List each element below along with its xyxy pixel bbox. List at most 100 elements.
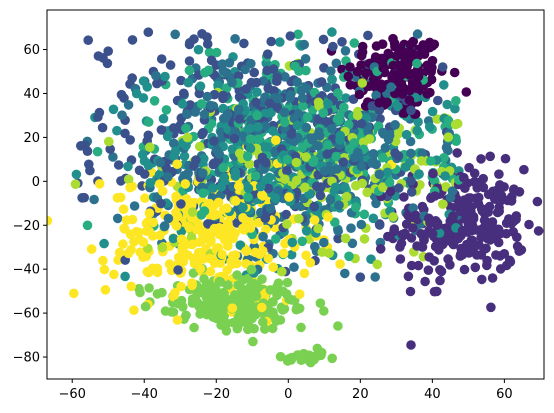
- scatter-point: [230, 34, 240, 44]
- scatter-point: [268, 126, 278, 136]
- scatter-point: [482, 255, 492, 266]
- scatter-point: [103, 46, 113, 56]
- scatter-point: [173, 252, 184, 263]
- scatter-point: [377, 39, 388, 49]
- scatter-point: [396, 238, 407, 249]
- scatter-point: [364, 134, 375, 144]
- scatter-point: [315, 131, 325, 141]
- scatter-point: [317, 247, 328, 257]
- scatter-point: [412, 58, 422, 69]
- scatter-point: [344, 251, 354, 262]
- scatter-point: [223, 218, 233, 228]
- scatter-point: [262, 142, 273, 152]
- scatter-point: [143, 160, 154, 171]
- scatter-point: [438, 199, 448, 209]
- scatter-point: [152, 267, 163, 278]
- scatter-point: [397, 229, 408, 240]
- scatter-point: [207, 297, 218, 307]
- scatter-point: [245, 220, 256, 230]
- scatter-point: [265, 203, 276, 214]
- scatter-point: [319, 237, 329, 248]
- scatter-point: [222, 109, 233, 119]
- scatter-point: [176, 234, 187, 244]
- scatter-point: [466, 202, 477, 212]
- scatter-point: [359, 234, 370, 244]
- scatter-point: [378, 127, 388, 138]
- scatter-point: [184, 39, 195, 50]
- scatter-point: [261, 157, 271, 168]
- scatter-point: [292, 120, 303, 131]
- scatter-point: [406, 148, 416, 159]
- scatter-point: [176, 281, 186, 292]
- scatter-point: [384, 177, 395, 188]
- scatter-point: [202, 309, 212, 320]
- scatter-point: [313, 223, 323, 234]
- scatter-point: [416, 156, 427, 166]
- scatter-point: [501, 260, 512, 271]
- scatter-point: [205, 266, 216, 277]
- scatter-point: [386, 82, 396, 92]
- scatter-point: [184, 65, 195, 76]
- scatter-point: [375, 244, 386, 254]
- scatter-point: [181, 123, 191, 134]
- scatter-point: [279, 107, 290, 118]
- scatter-point: [92, 146, 103, 157]
- scatter-point: [330, 217, 340, 227]
- scatter-point: [187, 280, 197, 291]
- scatter-point: [383, 231, 393, 242]
- scatter-point: [380, 143, 391, 153]
- scatter-point: [459, 172, 469, 183]
- scatter-point: [157, 186, 168, 196]
- scatter-point: [202, 91, 213, 102]
- scatter-point: [238, 275, 248, 285]
- scatter-point: [234, 104, 244, 115]
- scatter-point: [154, 179, 165, 189]
- scatter-point: [209, 223, 220, 234]
- scatter-point: [99, 264, 110, 275]
- scatter-point: [371, 198, 381, 209]
- scatter-point: [238, 213, 248, 223]
- scatter-point: [143, 130, 154, 141]
- scatter-point: [377, 152, 388, 163]
- scatter-point: [494, 169, 504, 179]
- scatter-point: [198, 127, 208, 138]
- scatter-point: [364, 81, 375, 91]
- scatter-point: [339, 102, 349, 113]
- scatter-point: [285, 31, 296, 41]
- scatter-point: [196, 99, 207, 109]
- scatter-point: [243, 183, 254, 194]
- scatter-point: [263, 253, 274, 264]
- scatter-point: [223, 241, 233, 251]
- scatter-point: [457, 225, 468, 236]
- scatter-point: [286, 249, 297, 260]
- scatter-point: [354, 89, 365, 100]
- scatter-point: [97, 122, 108, 133]
- scatter-point: [209, 136, 219, 146]
- scatter-point: [296, 322, 306, 333]
- y-axis: −80 −60 −40 −20 0 20 40 60: [13, 43, 47, 366]
- scatter-point: [318, 108, 329, 118]
- scatter-point: [233, 71, 244, 81]
- scatter-point: [312, 351, 322, 362]
- scatter-point: [524, 219, 534, 230]
- scatter-point: [476, 203, 487, 214]
- scatter-point: [123, 174, 134, 185]
- scatter-point: [294, 289, 305, 300]
- scatter-point: [370, 52, 381, 62]
- scatter-point: [126, 281, 136, 292]
- scatter-point: [208, 210, 219, 221]
- scatter-point: [271, 316, 282, 326]
- scatter-point: [85, 165, 95, 176]
- scatter-point: [230, 250, 241, 260]
- scatter-point: [143, 267, 154, 278]
- scatter-point: [451, 96, 461, 106]
- scatter-point: [172, 159, 182, 169]
- scatter-point: [109, 269, 119, 280]
- scatter-point: [145, 142, 155, 152]
- scatter-point: [387, 71, 398, 81]
- scatter-point: [394, 183, 404, 193]
- scatter-point: [335, 259, 345, 269]
- scatter-point: [151, 70, 161, 81]
- scatter-point: [532, 196, 543, 207]
